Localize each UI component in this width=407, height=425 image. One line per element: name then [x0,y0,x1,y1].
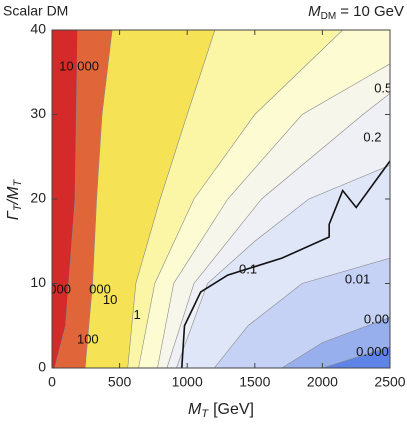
contour-label: 1 [134,307,141,322]
x-tick-label: 0 [48,374,56,390]
contour-line [84,30,113,368]
y-tick-label: 0 [38,359,46,375]
x-tick-label: 500 [108,374,132,390]
y-tick-label: 30 [30,105,46,121]
contour-label: 0.5 [374,81,392,96]
y-label-part: /M [5,186,22,205]
contour-label: 10 000 [59,59,99,74]
x-label-unit: [GeV] [213,401,254,418]
contour-label: 0.00 [364,311,389,326]
y-tick-label: 40 [30,21,46,37]
chart-title: Scalar DM [3,3,68,19]
contour-label: 0.000 [356,344,389,359]
y-tick-label: 10 [30,274,46,290]
contour-line [166,93,390,368]
contour-label: 000 [89,282,111,297]
contour-line [138,30,343,368]
limit-line [180,160,390,368]
x-axis-label: MT [GeV] [188,401,254,420]
contour-line [176,164,390,368]
x-tick-label: 2500 [374,374,405,390]
y-label-part: Γ [5,210,22,220]
y-axis-label: ΓT/MT [5,179,24,221]
contour-label: 0.2 [363,130,381,145]
x-tick-label: 2000 [307,374,338,390]
contour-line [281,317,390,368]
subtitle-text: = 10 GeV [340,3,404,20]
contour-line [157,63,390,368]
y-tick-label: 20 [30,190,46,206]
y-label-subscript: T [12,203,24,211]
y-label-subscript: T [12,179,24,187]
contour-line [54,30,78,368]
contour-label: 100 [77,332,99,347]
x-label-subscript: T [201,408,209,420]
contour-line [127,30,216,368]
x-tick-label: 1500 [239,374,270,390]
subtitle-subscript: DM [321,11,337,22]
contour-label: 0.01 [345,272,370,287]
x-label-symbol: M [188,401,202,418]
chart-subtitle: MDM = 10 GeV [308,3,404,22]
contour-line [322,346,390,368]
contour-line [214,257,390,368]
contour-label: 0.1 [239,261,257,276]
contour-region [322,346,390,368]
x-tick-label: 1000 [172,374,203,390]
contour-label: 10 [103,292,117,307]
subtitle-symbol: M [308,3,321,20]
contour-label: 000 [49,282,71,297]
